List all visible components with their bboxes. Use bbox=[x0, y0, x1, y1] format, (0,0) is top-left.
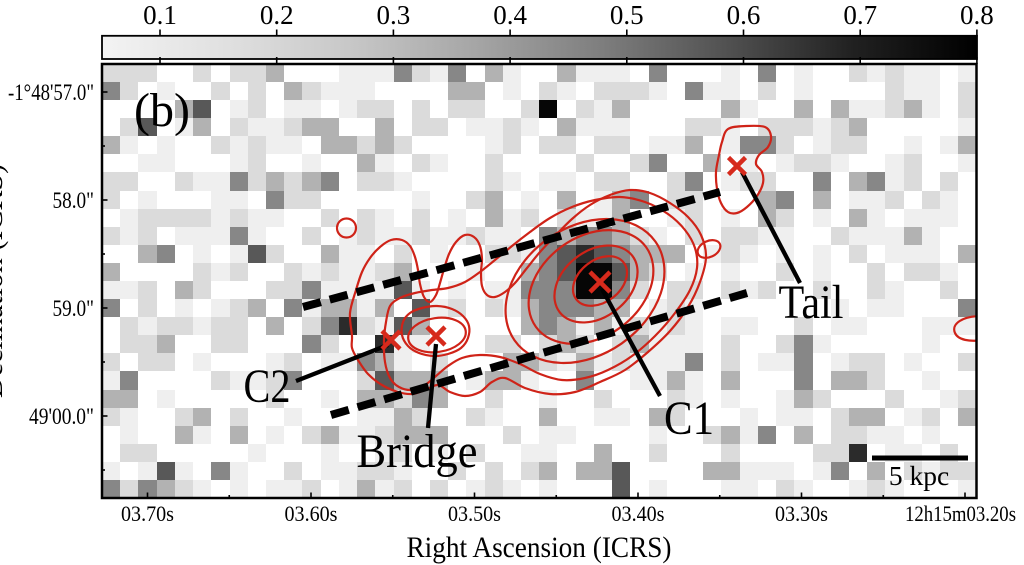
svg-text:Bridge: Bridge bbox=[357, 425, 478, 478]
svg-text:03.60s: 03.60s bbox=[285, 501, 338, 526]
svg-text:0.4: 0.4 bbox=[493, 0, 527, 30]
svg-text:03.30s: 03.30s bbox=[775, 501, 828, 526]
svg-text:0.6: 0.6 bbox=[727, 0, 761, 30]
svg-text:-1°48'57.0": -1°48'57.0" bbox=[8, 80, 94, 105]
svg-text:12h15m03.20s: 12h15m03.20s bbox=[905, 501, 1016, 526]
svg-text:0.8: 0.8 bbox=[960, 0, 994, 30]
svg-text:58.0": 58.0" bbox=[53, 188, 95, 213]
svg-text:5 kpc: 5 kpc bbox=[889, 460, 949, 491]
svg-text:03.50s: 03.50s bbox=[448, 501, 501, 526]
svg-text:C1: C1 bbox=[664, 392, 714, 445]
svg-text:03.40s: 03.40s bbox=[612, 501, 665, 526]
svg-text:0.5: 0.5 bbox=[610, 0, 644, 30]
svg-text:C2: C2 bbox=[244, 360, 291, 413]
svg-text:Tail: Tail bbox=[779, 276, 844, 329]
svg-text:Declination (ICRS): Declination (ICRS) bbox=[0, 164, 9, 398]
svg-text:0.2: 0.2 bbox=[260, 0, 294, 30]
svg-text:0.3: 0.3 bbox=[377, 0, 411, 30]
svg-text:(b): (b) bbox=[134, 84, 190, 137]
svg-text:0.7: 0.7 bbox=[843, 0, 877, 30]
svg-text:0.1: 0.1 bbox=[143, 0, 177, 30]
svg-text:49'00.0": 49'00.0" bbox=[29, 404, 94, 429]
svg-text:59.0": 59.0" bbox=[53, 296, 95, 321]
svg-text:Right Ascension (ICRS): Right Ascension (ICRS) bbox=[407, 531, 672, 564]
svg-text:03.70s: 03.70s bbox=[121, 501, 174, 526]
